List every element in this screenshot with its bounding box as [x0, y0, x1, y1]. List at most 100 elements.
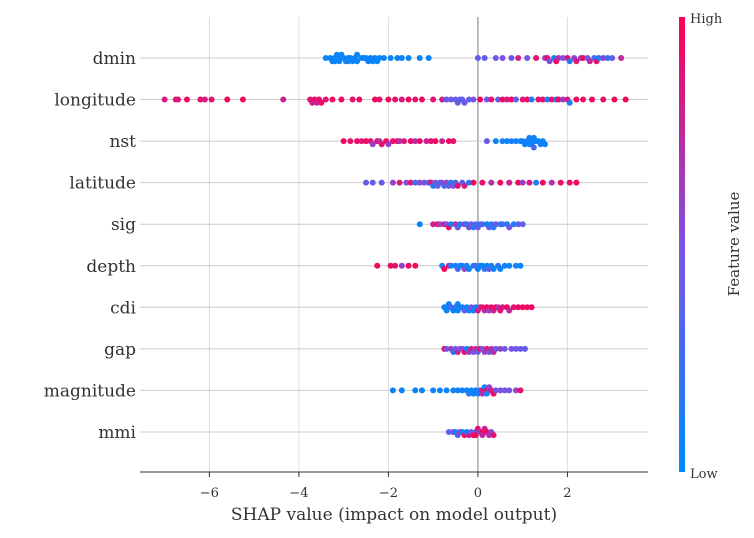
shap-point-longitude — [470, 96, 477, 103]
shap-point-dmin — [492, 55, 499, 61]
shap-point-longitude — [376, 96, 383, 103]
points — [161, 51, 629, 439]
shap-point-latitude — [461, 182, 468, 189]
shap-point-magnitude — [483, 390, 490, 397]
shap-point-sig — [492, 221, 499, 228]
shap-point-magnitude — [512, 387, 519, 394]
feature-label-nst: nst — [109, 132, 136, 152]
shap-point-latitude — [403, 179, 410, 186]
shap-point-longitude — [356, 96, 363, 103]
shap-point-latitude — [526, 179, 533, 186]
shap-point-magnitude — [492, 387, 499, 394]
shap-point-cdi — [443, 307, 450, 314]
shap-point-longitude — [573, 96, 580, 103]
shap-point-magnitude — [501, 387, 508, 394]
shap-point-longitude — [280, 96, 287, 103]
shap-point-longitude — [239, 96, 246, 103]
shap-point-dmin — [600, 55, 607, 61]
shap-point-longitude — [622, 96, 629, 103]
shap-point-latitude — [407, 179, 414, 186]
shap-point-dmin — [499, 55, 506, 61]
shap-point-dmin — [387, 55, 394, 61]
shap-point-longitude — [392, 96, 399, 103]
shap-point-longitude — [544, 96, 551, 103]
shap-point-latitude — [378, 179, 385, 186]
shap-point-mmi — [490, 432, 497, 439]
shap-point-nst — [389, 138, 396, 145]
shap-point-nst — [492, 138, 499, 145]
shap-point-longitude — [611, 96, 618, 103]
shap-point-sig — [506, 224, 513, 231]
shap-point-dmin — [595, 55, 602, 61]
shap-point-longitude — [508, 96, 515, 103]
shap-point-longitude — [535, 96, 542, 103]
shap-point-depth — [448, 262, 455, 269]
feature-label-sig: sig — [111, 215, 136, 235]
shap-point-depth — [405, 262, 412, 269]
shap-point-dmin — [398, 55, 405, 61]
shap-point-depth — [412, 262, 419, 269]
shap-point-magnitude — [436, 387, 443, 394]
shap-point-magnitude — [398, 387, 405, 394]
shap-point-nst — [340, 138, 347, 145]
shap-point-longitude — [318, 99, 325, 106]
shap-point-longitude — [439, 96, 446, 103]
feature-label-cdi: cdi — [110, 298, 136, 318]
shap-point-dmin — [354, 51, 361, 58]
shap-point-dmin — [405, 55, 412, 61]
shap-point-magnitude — [443, 387, 450, 394]
shap-point-magnitude — [389, 387, 396, 394]
shap-point-longitude — [405, 96, 412, 103]
shap-point-dmin — [394, 55, 401, 61]
shap-point-latitude — [465, 179, 472, 186]
shap-point-dmin — [604, 55, 611, 61]
shap-point-latitude — [566, 179, 573, 186]
shap-point-latitude — [497, 179, 504, 186]
shap-point-nst — [385, 141, 392, 148]
shap-point-longitude — [398, 96, 405, 103]
shap-point-dmin — [580, 55, 587, 61]
shap-point-dmin — [508, 55, 515, 61]
shap-point-depth — [501, 262, 508, 269]
shap-point-longitude — [559, 96, 566, 103]
shap-point-dmin — [331, 58, 338, 65]
shap-point-sig — [499, 221, 506, 228]
colorbar-label: Feature value — [725, 192, 743, 297]
shap-point-cdi — [499, 304, 506, 311]
shap-point-nst — [432, 138, 439, 145]
shap-point-nst — [508, 138, 515, 145]
shap-point-dmin — [474, 55, 481, 61]
shap-point-depth — [465, 265, 472, 272]
shap-point-nst — [483, 138, 490, 145]
shap-point-gap — [501, 345, 508, 352]
feature-label-depth: depth — [86, 257, 136, 277]
shap-point-longitude — [338, 96, 345, 103]
shap-point-latitude — [369, 179, 376, 186]
shap-point-nst — [369, 141, 376, 148]
shap-point-nst — [542, 141, 549, 148]
shap-point-depth — [497, 265, 504, 272]
shap-point-depth — [398, 262, 405, 269]
shap-point-sig — [479, 221, 486, 228]
shap-point-nst — [354, 138, 361, 145]
shap-point-sig — [448, 221, 455, 228]
shap-point-nst — [530, 144, 537, 151]
feature-label-mmi: mmi — [98, 423, 136, 443]
shap-point-latitude — [573, 179, 580, 186]
shap-point-gap — [497, 345, 504, 352]
shap-point-gap — [521, 345, 528, 352]
shap-point-sig — [457, 221, 464, 228]
shap-point-longitude — [385, 96, 392, 103]
shap-point-longitude — [430, 96, 437, 103]
shap-point-sig — [510, 221, 517, 228]
shap-point-depth — [441, 265, 448, 272]
shap-point-latitude — [488, 179, 495, 186]
shap-point-nst — [347, 138, 354, 145]
shap-point-latitude — [533, 179, 540, 186]
shap-point-latitude — [416, 179, 423, 186]
shap-point-dmin — [524, 55, 531, 61]
shap-point-dmin — [515, 55, 522, 61]
shap-point-gap — [508, 345, 515, 352]
shap-point-longitude — [412, 96, 419, 103]
shap-point-nst — [445, 138, 452, 145]
